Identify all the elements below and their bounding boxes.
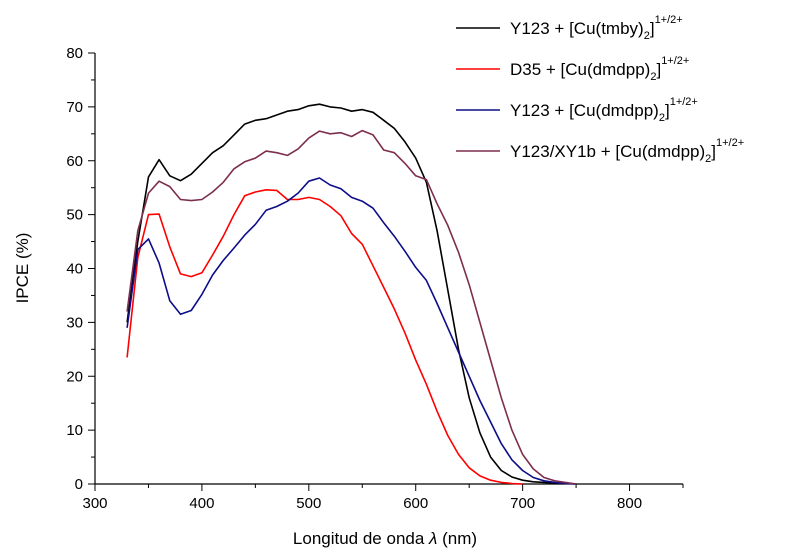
- legend-superscript: 1+/2+: [661, 55, 689, 67]
- x-axis-title: Longitud de onda λ (nm): [293, 529, 477, 548]
- legend-superscript: 1+/2+: [670, 96, 698, 108]
- y-tick-label: 70: [66, 99, 83, 116]
- series-line-1: [126, 103, 577, 485]
- legend-text: Y123/XY1b + [Cu(dmdpp): [510, 142, 705, 161]
- y-tick-label: 20: [66, 368, 83, 385]
- legend-text: D35 + [Cu(dmdpp): [510, 60, 650, 79]
- y-tick-label: 40: [66, 261, 83, 278]
- legend: Y123 + [Cu(tmby)2]1+/2+D35 + [Cu(dmdpp)2…: [456, 14, 744, 165]
- series-line-3: [126, 177, 577, 485]
- legend-bracket: ]: [665, 101, 670, 120]
- axes: 300 400 500 600 700 800 0 10 20 30 40 50 60 70 80: [66, 45, 684, 512]
- legend-subscript: 2: [644, 30, 650, 42]
- legend-entry-2: D35 + [Cu(dmdpp)2]1+/2+: [510, 55, 689, 83]
- legend-bracket: ]: [650, 19, 655, 38]
- x-axis-title-text: Longitud de onda: [293, 529, 429, 548]
- legend-entry-1: Y123 + [Cu(tmby)2]1+/2+: [510, 14, 683, 42]
- y-tick-label: 80: [66, 45, 83, 62]
- x-tick-label: 500: [296, 495, 321, 512]
- series-line-4: [126, 129, 577, 485]
- x-axis-title-unit: (nm): [437, 529, 477, 548]
- legend-subscript: 2: [705, 153, 711, 165]
- legend-entry-3: Y123 + [Cu(dmdpp)2]1+/2+: [510, 96, 698, 124]
- y-axis-title: IPCE (%): [13, 233, 32, 304]
- legend-bracket: ]: [711, 142, 716, 161]
- x-tick-label: 800: [617, 495, 642, 512]
- legend-superscript: 1+/2+: [655, 14, 683, 26]
- y-tick-label: 0: [75, 476, 83, 493]
- lambda-symbol: λ: [428, 529, 437, 548]
- x-tick-label: 600: [403, 495, 428, 512]
- legend-entry-4: Y123/XY1b + [Cu(dmdpp)2]1+/2+: [510, 137, 744, 165]
- legend-bracket: ]: [656, 60, 661, 79]
- legend-text: Y123 + [Cu(tmby): [510, 19, 644, 38]
- legend-superscript: 1+/2+: [716, 137, 744, 149]
- series-layer: [126, 103, 577, 485]
- y-tick-label: 60: [66, 153, 83, 170]
- x-tick-label: 700: [510, 495, 535, 512]
- y-tick-label: 50: [66, 207, 83, 224]
- legend-subscript: 2: [659, 112, 665, 124]
- legend-subscript: 2: [650, 71, 656, 83]
- y-tick-label: 30: [66, 314, 83, 331]
- x-tick-label: 400: [189, 495, 214, 512]
- series-line-2: [126, 189, 523, 485]
- y-tick-label: 10: [66, 422, 83, 439]
- legend-text: Y123 + [Cu(dmdpp): [510, 101, 659, 120]
- x-tick-label: 300: [82, 495, 107, 512]
